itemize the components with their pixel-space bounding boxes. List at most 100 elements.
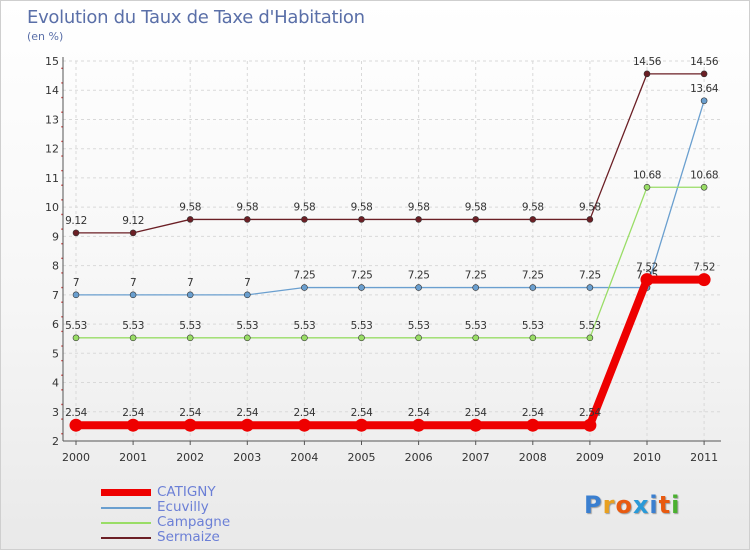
data-point — [72, 229, 80, 237]
data-point — [183, 418, 197, 432]
data-label: 9.58 — [179, 201, 201, 213]
y-tick-label: 8 — [52, 260, 59, 273]
logo-letter: P — [584, 491, 603, 519]
data-label: 9.12 — [122, 215, 144, 227]
y-axis-minor-tick — [61, 96, 63, 99]
legend-label: CATIGNY — [157, 484, 216, 500]
data-label: 9.58 — [579, 201, 601, 213]
y-tick-label: 15 — [45, 55, 59, 68]
x-tick-label: 2003 — [233, 451, 261, 464]
data-point — [186, 291, 194, 299]
y-axis-minor-tick — [61, 345, 63, 347]
data-point — [129, 229, 137, 237]
x-tick-label: 2007 — [462, 451, 490, 464]
data-label: 2.54 — [579, 407, 601, 419]
data-label: 9.58 — [408, 201, 430, 213]
data-point — [358, 334, 365, 342]
y-tick-label: 10 — [45, 201, 59, 214]
data-point — [415, 284, 422, 291]
y-axis-minor-tick — [61, 432, 63, 435]
data-label: 2.54 — [294, 407, 316, 419]
data-point — [240, 418, 254, 432]
y-axis-minor-tick — [61, 67, 63, 70]
y-axis-minor-tick — [61, 286, 63, 289]
data-label: 5.53 — [236, 320, 258, 332]
data-label: 2.54 — [122, 407, 144, 419]
data-point — [301, 284, 308, 291]
data-point — [529, 334, 537, 342]
data-point — [301, 334, 308, 342]
data-point — [129, 291, 137, 299]
legend-label: Sermaize — [157, 529, 220, 545]
data-label: 2.54 — [522, 407, 544, 419]
data-point — [244, 291, 251, 299]
data-point — [301, 216, 308, 223]
data-point — [700, 97, 708, 105]
data-label: 2.54 — [351, 407, 373, 419]
data-point — [700, 183, 708, 191]
y-axis-minor-tick — [61, 418, 63, 420]
data-label: 7 — [187, 277, 193, 289]
x-tick-label: 2010 — [633, 451, 661, 464]
y-axis-minor-tick — [61, 125, 63, 128]
legend-swatch — [101, 489, 151, 496]
y-axis-minor-tick — [61, 184, 63, 187]
x-tick-label: 2005 — [348, 451, 376, 464]
logo-letter: i — [649, 491, 659, 519]
data-point — [412, 418, 426, 432]
data-label: 10.68 — [690, 169, 718, 181]
data-point — [472, 284, 480, 291]
y-axis-minor-tick — [61, 111, 63, 113]
data-label: 9.58 — [236, 201, 258, 213]
data-label: 7 — [73, 277, 79, 289]
data-label: 7 — [130, 277, 136, 289]
data-point — [69, 418, 83, 432]
data-label: 7.52 — [693, 262, 715, 274]
y-tick-label: 7 — [52, 289, 59, 302]
data-point — [586, 216, 594, 223]
chart-subtitle: (en %) — [27, 30, 64, 43]
data-point — [526, 418, 540, 432]
y-axis-minor-tick — [61, 374, 63, 377]
y-axis-minor-tick — [61, 155, 63, 157]
logo-letter: t — [658, 491, 672, 519]
data-point — [186, 334, 194, 342]
legend-label: Campagne — [157, 514, 231, 530]
data-label: 9.58 — [351, 201, 373, 213]
data-label: 9.12 — [65, 215, 87, 227]
legend-swatch — [101, 537, 151, 539]
y-tick-label: 12 — [45, 143, 59, 156]
data-point — [415, 216, 422, 223]
data-point — [72, 334, 80, 342]
data-label: 5.53 — [351, 320, 373, 332]
data-point — [72, 291, 80, 299]
data-point — [586, 284, 594, 291]
data-point — [643, 70, 651, 78]
data-label: 5.53 — [65, 320, 87, 332]
data-label: 2.54 — [65, 407, 87, 419]
y-axis-minor-tick — [61, 199, 63, 201]
y-tick-label: 9 — [52, 230, 59, 243]
y-axis-minor-tick — [61, 301, 63, 303]
data-point — [358, 284, 365, 291]
data-point — [244, 334, 251, 342]
series-line-sermaize — [76, 73, 705, 234]
data-label: 2.54 — [236, 407, 258, 419]
x-tick-label: 2011 — [690, 451, 718, 464]
logo-letter: x — [632, 491, 650, 519]
data-label: 5.53 — [408, 320, 430, 332]
y-axis-minor-tick — [61, 242, 63, 245]
legend-label: Ecuvilly — [157, 499, 209, 515]
y-axis-minor-tick — [61, 140, 63, 143]
x-tick-label: 2002 — [176, 451, 204, 464]
y-axis-minor-tick — [61, 272, 63, 274]
y-axis-minor-tick — [61, 315, 63, 318]
proxiti-logo: Proxiti — [584, 491, 680, 519]
data-label: 9.58 — [522, 201, 544, 213]
chart-title: Evolution du Taux de Taxe d'Habitation — [27, 7, 365, 28]
y-axis-minor-tick — [61, 330, 63, 333]
y-axis-minor-tick — [61, 257, 63, 260]
data-label: 2.54 — [465, 407, 487, 419]
data-label: 7 — [244, 277, 250, 289]
